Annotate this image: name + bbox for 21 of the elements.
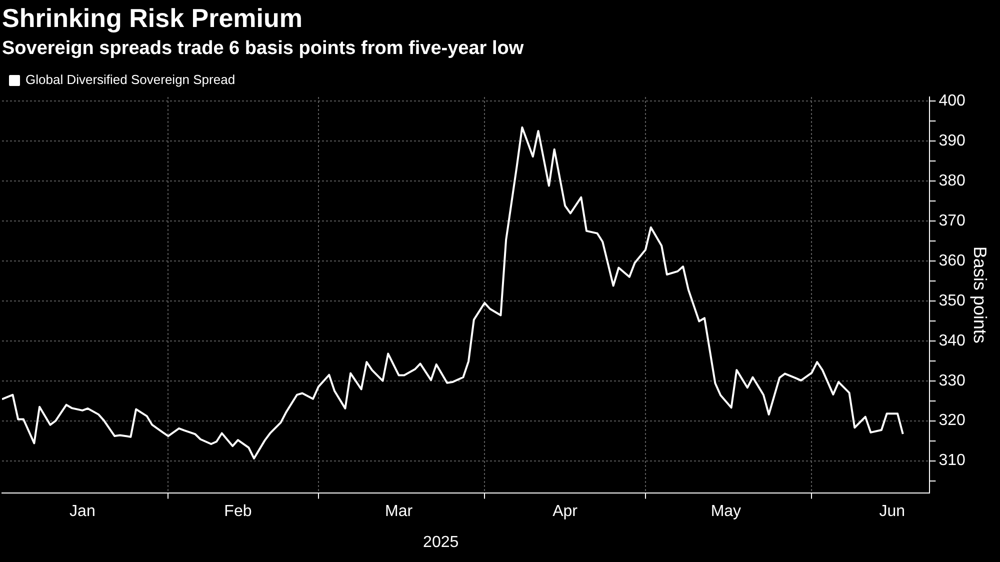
y-tick-label: 340 bbox=[938, 332, 966, 350]
y-tick-label: 370 bbox=[938, 212, 966, 230]
y-tick-label: 350 bbox=[938, 292, 966, 310]
x-tick-label: Apr bbox=[552, 502, 578, 520]
text: 2025 bbox=[423, 534, 459, 552]
y-tick-label: 320 bbox=[938, 412, 966, 430]
x-tick-label: May bbox=[710, 502, 742, 520]
chart-title: Shrinking Risk Premium bbox=[2, 2, 303, 33]
chart-subtitle: Sovereign spreads trade 6 basis points from five-year low bbox=[2, 38, 524, 59]
y-tick-label: 380 bbox=[938, 172, 966, 190]
y-tick-label: 330 bbox=[938, 372, 966, 390]
y-tick-label: 390 bbox=[938, 132, 966, 150]
x-tick-label: Jun bbox=[879, 502, 906, 520]
x-tick-label: Mar bbox=[385, 502, 414, 520]
y-tick-label: 310 bbox=[938, 452, 966, 470]
y-tick-label: 400 bbox=[938, 92, 966, 110]
x-tick-label: Jan bbox=[70, 502, 96, 520]
x-tick-label: Feb bbox=[224, 502, 252, 520]
legend-label: Global Diversified Sovereign Spread bbox=[26, 72, 236, 88]
y-tick-label: 360 bbox=[938, 252, 966, 270]
y-axis-title: Basis points bbox=[970, 246, 990, 344]
